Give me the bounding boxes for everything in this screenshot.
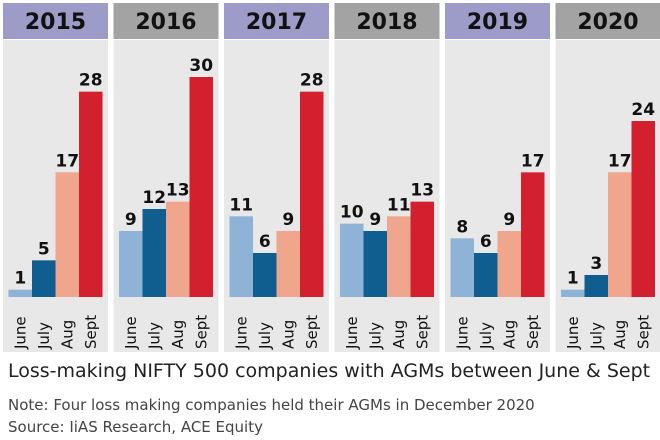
category-label: June xyxy=(122,316,140,350)
data-label: 30 xyxy=(189,56,213,76)
bar-sept xyxy=(79,91,103,298)
category-label: July xyxy=(477,322,495,350)
category-label: Sept xyxy=(192,315,210,349)
bar-july xyxy=(584,275,608,297)
panel-2017: 2017 11 June 6 July 9 Aug 28 Sept xyxy=(224,3,329,352)
panel-header xyxy=(3,3,108,39)
panel-year-label: 2019 xyxy=(467,10,528,35)
data-label: 9 xyxy=(125,210,137,230)
bar-aug xyxy=(608,172,632,297)
bar-aug xyxy=(497,231,521,297)
panel-2015: 2015 1 June 5 July 17 Aug 28 Sept xyxy=(3,3,108,352)
data-label: 13 xyxy=(166,181,190,201)
data-label: 8 xyxy=(456,217,468,237)
bar-sept xyxy=(189,77,213,297)
data-label: 12 xyxy=(142,188,166,208)
bar-aug xyxy=(276,231,300,297)
bar-june xyxy=(229,216,253,297)
category-label: July xyxy=(256,322,274,350)
bar-june xyxy=(340,223,364,297)
data-label: 28 xyxy=(300,71,324,91)
bar-june xyxy=(119,231,143,297)
panel-background xyxy=(334,40,440,352)
bar-sept xyxy=(631,121,655,297)
category-label: June xyxy=(232,316,250,350)
category-label: Sept xyxy=(524,315,542,349)
bar-july xyxy=(142,209,166,297)
bar-aug xyxy=(55,172,79,297)
bar-july xyxy=(474,253,498,297)
panel-header xyxy=(334,3,440,39)
panel-header xyxy=(445,3,550,39)
category-label: Aug xyxy=(279,320,297,349)
panel-year-label: 2018 xyxy=(356,10,417,35)
panel-year-label: 2017 xyxy=(246,10,307,35)
category-label: Sept xyxy=(413,315,431,349)
category-label: Sept xyxy=(303,315,321,349)
bar-sept xyxy=(410,201,434,297)
panel-year-label: 2016 xyxy=(135,10,196,35)
category-label: June xyxy=(11,316,29,350)
data-label: 6 xyxy=(480,232,492,252)
category-label: June xyxy=(564,316,582,350)
bar-sept xyxy=(300,91,324,298)
footnote: Note: Four loss making companies held th… xyxy=(8,396,535,414)
bar-sept xyxy=(521,172,545,297)
data-label: 11 xyxy=(387,195,411,215)
bar-june xyxy=(8,289,32,297)
panel-year-label: 2015 xyxy=(25,10,86,35)
category-label: July xyxy=(35,322,53,350)
data-label: 5 xyxy=(38,239,50,259)
category-label: Aug xyxy=(58,320,76,349)
data-label: 17 xyxy=(55,151,79,171)
category-label: Aug xyxy=(169,320,187,349)
panel-2016: 2016 9 June 12 July 13 Aug 30 Sept xyxy=(113,3,219,352)
data-label: 1 xyxy=(14,269,26,289)
category-label: Sept xyxy=(634,315,652,349)
data-label: 3 xyxy=(590,254,602,274)
data-label: 1 xyxy=(567,269,579,289)
bar-aug xyxy=(166,201,190,297)
bar-july xyxy=(363,231,387,297)
category-label: July xyxy=(587,322,605,350)
category-label: Aug xyxy=(500,320,518,349)
data-label: 6 xyxy=(259,232,271,252)
data-label: 9 xyxy=(282,210,294,230)
bar-june xyxy=(450,238,474,297)
panel-2019: 2019 8 June 6 July 9 Aug 17 Sept xyxy=(445,3,550,352)
source-note: Source: IiAS Research, ACE Equity xyxy=(8,418,263,436)
category-label: Sept xyxy=(82,315,100,349)
bar-june xyxy=(561,289,585,297)
data-label: 9 xyxy=(503,210,515,230)
category-label: June xyxy=(453,316,471,350)
data-label: 24 xyxy=(631,100,655,120)
panel-2018: 2018 10 June 9 July 11 Aug 13 Sept xyxy=(334,3,440,352)
panel-year-label: 2020 xyxy=(577,10,638,35)
panel-2020: 2020 1 June 3 July 17 Aug 24 Sept xyxy=(555,3,660,352)
data-label: 17 xyxy=(608,151,632,171)
chart-title: Loss-making NIFTY 500 companies with AGM… xyxy=(8,360,651,382)
bar-aug xyxy=(387,216,411,297)
data-label: 11 xyxy=(229,195,253,215)
panel-header xyxy=(113,3,219,39)
category-label: July xyxy=(145,322,163,350)
data-label: 17 xyxy=(521,151,545,171)
chart: 2015 1 June 5 July 17 Aug 28 Sept 2016 9 June 12 July… xyxy=(3,3,660,352)
panel-header xyxy=(555,3,660,39)
category-label: July xyxy=(366,322,384,350)
bar-july xyxy=(253,253,277,297)
panel-header xyxy=(224,3,329,39)
data-label: 10 xyxy=(340,203,364,223)
category-label: Aug xyxy=(611,320,629,349)
category-label: Aug xyxy=(390,320,408,349)
data-label: 9 xyxy=(369,210,381,230)
data-label: 13 xyxy=(410,181,434,201)
data-label: 28 xyxy=(79,71,103,91)
bar-july xyxy=(32,260,56,297)
category-label: June xyxy=(343,316,361,350)
